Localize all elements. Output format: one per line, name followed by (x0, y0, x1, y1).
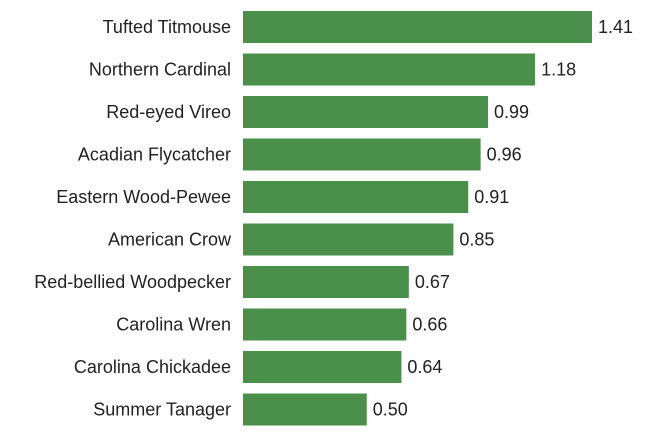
value-labels: 1.41 1.18 0.99 0.96 0.91 0.85 0.67 0.66 0.64 0.50 (373, 17, 633, 420)
bar-red-bellied-woodpecker (243, 266, 409, 298)
category-label: Eastern Wood-Pewee (56, 187, 231, 207)
bar-american-crow (243, 223, 454, 256)
bar-summer-tanager (243, 393, 367, 426)
category-label: Carolina Chickadee (74, 357, 231, 377)
value-label: 0.91 (474, 187, 509, 207)
category-labels: Tufted Titmouse Northern Cardinal Red-eyed… (34, 17, 232, 420)
bar-eastern-wood-pewee (243, 181, 469, 213)
bar-carolina-wren (243, 308, 407, 341)
value-label: 0.99 (494, 102, 529, 122)
category-label: Red-eyed Vireo (106, 102, 231, 122)
bar-northern-cardinal (243, 53, 536, 86)
category-label: Northern Cardinal (89, 60, 231, 80)
bars-layer (243, 11, 592, 426)
value-label: 1.41 (598, 17, 633, 37)
category-label: Carolina Wren (116, 315, 231, 335)
value-label: 0.50 (373, 400, 408, 420)
value-label: 0.96 (487, 145, 522, 165)
bar-carolina-chickadee (243, 351, 402, 383)
value-label: 0.67 (415, 272, 450, 292)
bar-tufted-titmouse (243, 11, 592, 43)
category-label: Red-bellied Woodpecker (34, 272, 231, 292)
value-label: 0.66 (412, 315, 447, 335)
value-label: 0.85 (459, 230, 494, 250)
value-label: 0.64 (407, 357, 442, 377)
bar-acadian-flycatcher (243, 138, 481, 171)
value-label: 1.18 (541, 60, 576, 80)
category-label: American Crow (108, 230, 232, 250)
category-label: Summer Tanager (93, 400, 231, 420)
category-label: Acadian Flycatcher (78, 145, 231, 165)
category-label: Tufted Titmouse (103, 17, 231, 37)
bar-red-eyed-vireo (243, 96, 489, 128)
